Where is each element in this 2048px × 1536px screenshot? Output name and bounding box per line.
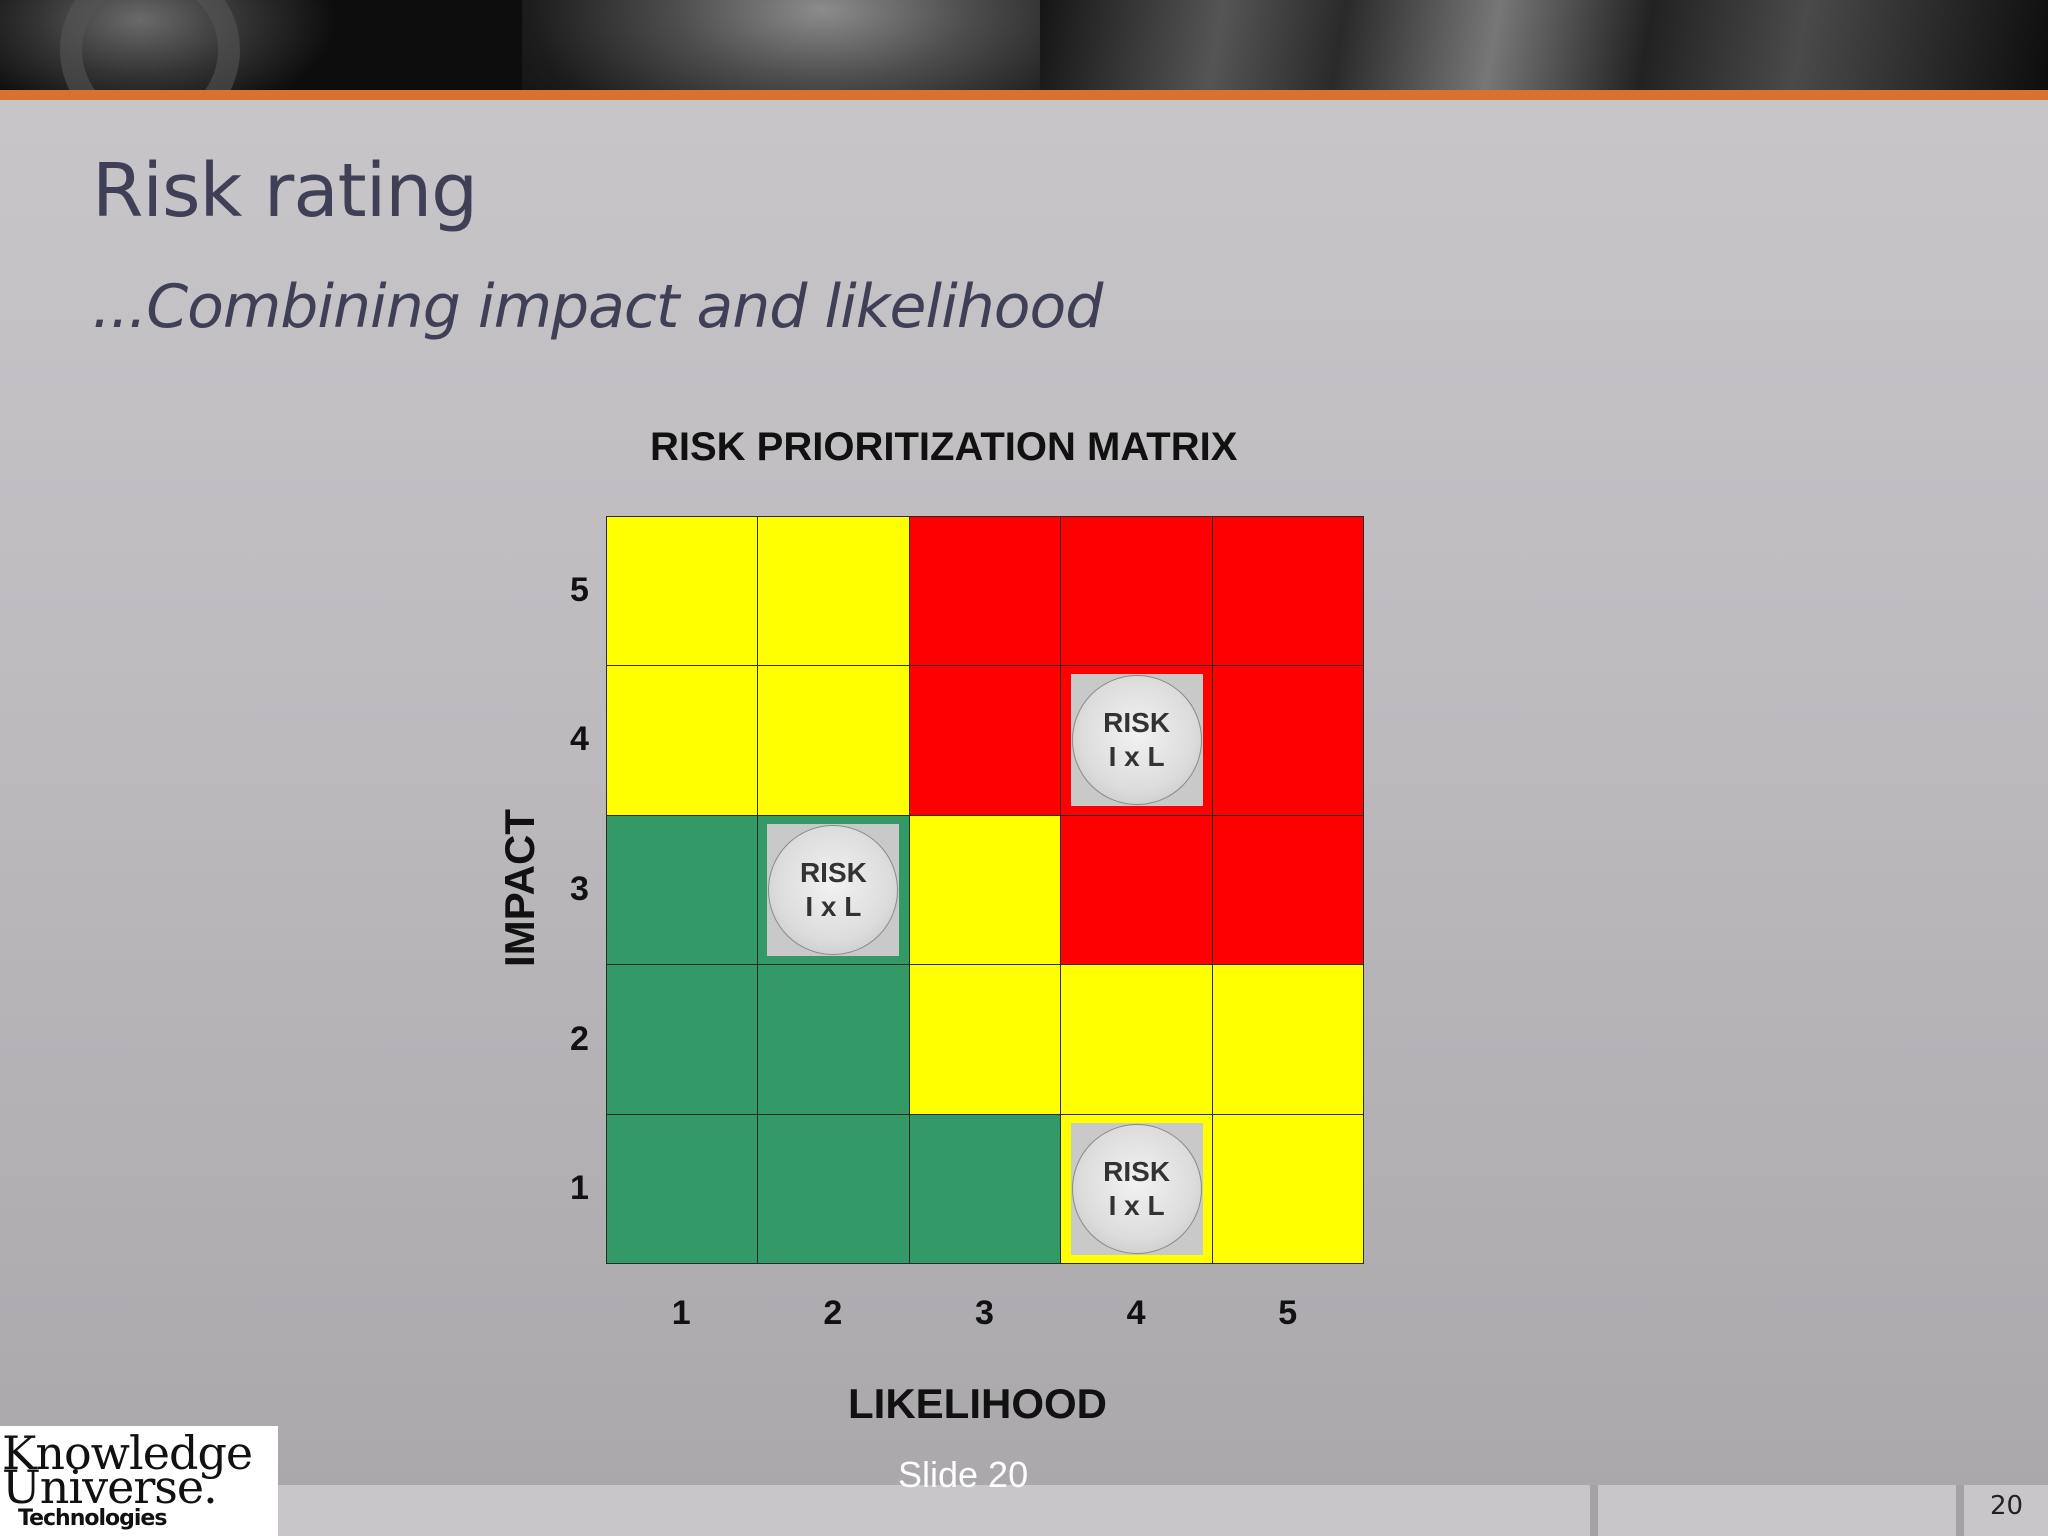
- slide-title: Risk rating: [92, 148, 478, 234]
- x-axis-label: LIKELIHOOD: [848, 1380, 1107, 1427]
- matrix-cell: [1211, 515, 1365, 667]
- risk-marker-label: RISK: [1103, 707, 1171, 739]
- slide-number-label: Slide 20: [898, 1454, 1029, 1495]
- risk-matrix-grid: [605, 515, 1365, 1265]
- x-tick-label: 4: [1126, 1294, 1146, 1332]
- y-tick-label: 1: [570, 1169, 589, 1208]
- footer-bar: [278, 1485, 2048, 1536]
- matrix-cell: [908, 1113, 1062, 1265]
- matrix-cell: [1060, 515, 1213, 667]
- matrix-cell: [757, 515, 910, 667]
- matrix-cell: [908, 665, 1062, 816]
- banner-photo-segment: [522, 0, 1040, 90]
- logo-line-3: Technologies: [18, 1506, 167, 1531]
- banner-photo-segment: [1040, 0, 2048, 90]
- company-logo: Knowledge Universe. Technologies: [0, 1426, 278, 1536]
- header-accent-line: [0, 90, 2048, 100]
- header-banner-image: [0, 0, 2048, 90]
- risk-marker-circle: RISK I x L: [1071, 675, 1202, 806]
- logo-line-2: Universe.: [2, 1460, 218, 1514]
- x-tick-label: 3: [975, 1294, 994, 1332]
- risk-marker: RISK I x L: [1070, 674, 1203, 807]
- x-tick-label: 1: [671, 1294, 691, 1332]
- footer-separator: [1956, 1485, 1964, 1536]
- risk-marker-formula: I x L: [805, 891, 862, 922]
- y-tick-label: 3: [570, 870, 589, 908]
- matrix-cell: [1211, 1113, 1365, 1265]
- matrix-cell: [1060, 814, 1213, 966]
- risk-marker-label: RISK: [799, 857, 867, 888]
- matrix-cell: [757, 665, 910, 816]
- footer-separator: [1590, 1485, 1598, 1536]
- y-axis-label: IMPACT: [496, 809, 543, 967]
- matrix-cell: [757, 964, 910, 1115]
- matrix-cell: [1211, 964, 1365, 1115]
- y-tick-label: 5: [570, 570, 589, 609]
- matrix-cell: [1060, 964, 1213, 1115]
- matrix-cell: [1211, 665, 1365, 816]
- risk-marker: RISK I x L: [1070, 1123, 1203, 1256]
- risk-marker-formula: I x L: [1108, 1190, 1165, 1222]
- matrix-cell: [605, 515, 759, 667]
- matrix-title: RISK PRIORITIZATION MATRIX: [650, 425, 1238, 469]
- matrix-cell: [908, 964, 1062, 1115]
- matrix-cell: [1211, 814, 1365, 966]
- matrix-cell: [605, 665, 759, 816]
- slide-subtitle: ...Combining impact and likelihood: [92, 272, 1103, 342]
- x-tick-label: 5: [1278, 1294, 1298, 1332]
- matrix-cell: [908, 515, 1062, 667]
- y-tick-label: 4: [570, 720, 589, 759]
- risk-marker-formula: I x L: [1108, 741, 1165, 773]
- matrix-cell: [908, 814, 1062, 966]
- risk-marker-circle: RISK I x L: [1071, 1124, 1202, 1255]
- y-tick-label: 2: [570, 1019, 589, 1058]
- risk-marker-label: RISK: [1103, 1156, 1171, 1188]
- risk-marker: RISK I x L: [767, 824, 900, 956]
- matrix-cell: [605, 964, 759, 1115]
- x-tick-label: 2: [823, 1294, 843, 1332]
- wheel-spoke-shape: [60, 0, 240, 90]
- matrix-cell: [605, 814, 759, 966]
- page-number: 20: [1990, 1491, 2024, 1521]
- matrix-cell: [757, 1113, 910, 1265]
- matrix-cell: [605, 1113, 759, 1265]
- risk-marker-circle: RISK I x L: [768, 825, 899, 955]
- logo-line-1: Knowledge: [2, 1426, 253, 1480]
